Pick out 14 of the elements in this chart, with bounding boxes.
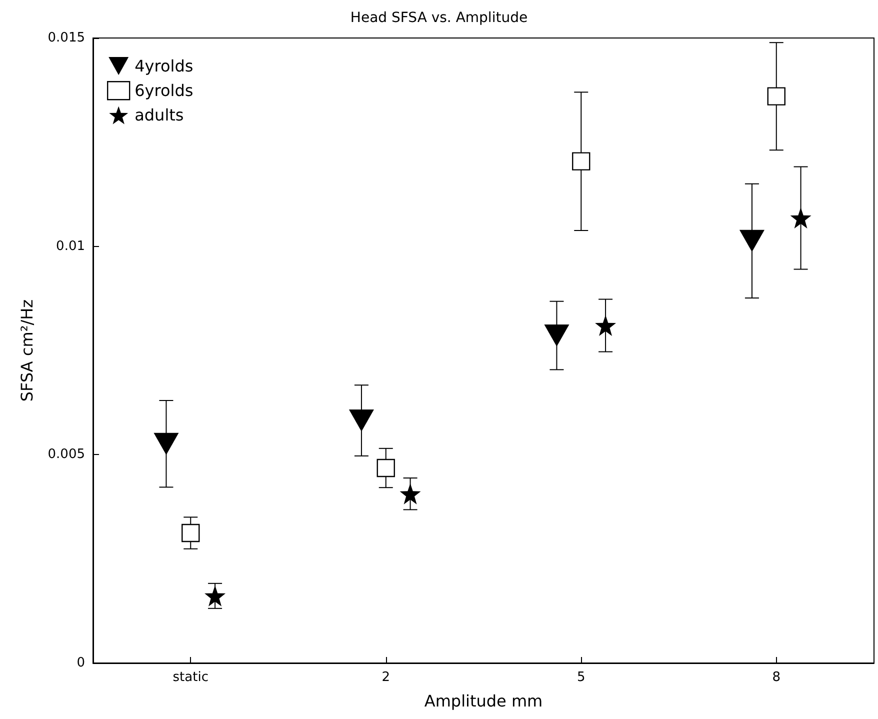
x-tick-label: 5: [576, 670, 586, 685]
y-axis-title: SFSA cm²/Hz: [18, 299, 36, 402]
y-tick-label: 0.01: [56, 238, 85, 254]
y-tick-label: 0.005: [48, 447, 85, 462]
x-tick-label: 2: [382, 670, 390, 685]
x-tick-label: 8: [772, 670, 781, 685]
legend-label: adults: [134, 106, 184, 125]
x-tick-label: static: [172, 670, 208, 685]
y-tick-label: 0: [76, 656, 85, 670]
x-axis-title: Amplitude mm: [424, 692, 543, 710]
chart-title: Head SFSA vs. Amplitude: [350, 10, 528, 26]
legend-label: 4yrolds: [134, 56, 194, 76]
legend-label: 6yrolds: [134, 81, 194, 100]
y-tick-label: 0.015: [48, 30, 85, 46]
